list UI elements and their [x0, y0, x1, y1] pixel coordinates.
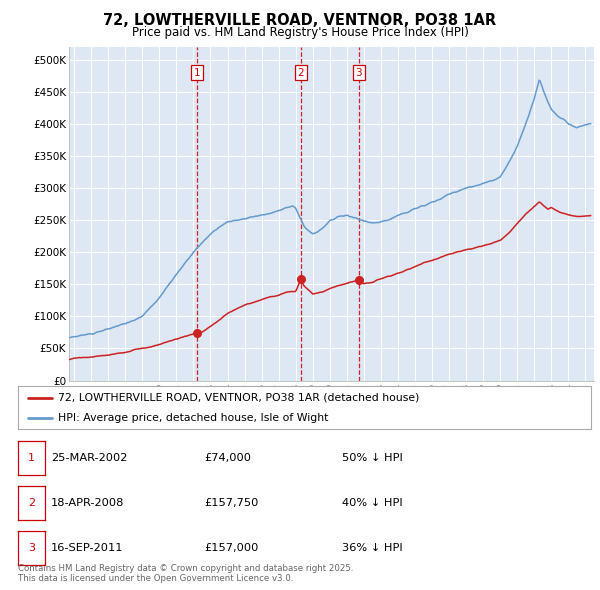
Text: 1: 1 [194, 68, 200, 78]
Text: 1: 1 [28, 453, 35, 463]
Text: £157,000: £157,000 [204, 543, 259, 553]
Text: 36% ↓ HPI: 36% ↓ HPI [342, 543, 403, 553]
Text: 40% ↓ HPI: 40% ↓ HPI [342, 498, 403, 508]
Text: 16-SEP-2011: 16-SEP-2011 [51, 543, 124, 553]
Text: £157,750: £157,750 [204, 498, 259, 508]
Text: 72, LOWTHERVILLE ROAD, VENTNOR, PO38 1AR (detached house): 72, LOWTHERVILLE ROAD, VENTNOR, PO38 1AR… [58, 393, 419, 403]
Text: Contains HM Land Registry data © Crown copyright and database right 2025.
This d: Contains HM Land Registry data © Crown c… [18, 563, 353, 583]
Text: 72, LOWTHERVILLE ROAD, VENTNOR, PO38 1AR: 72, LOWTHERVILLE ROAD, VENTNOR, PO38 1AR [103, 13, 497, 28]
Text: 2: 2 [298, 68, 304, 78]
Text: 2: 2 [28, 498, 35, 508]
Text: 3: 3 [28, 543, 35, 553]
Text: 3: 3 [356, 68, 362, 78]
Text: 50% ↓ HPI: 50% ↓ HPI [342, 453, 403, 463]
Text: £74,000: £74,000 [204, 453, 251, 463]
Text: 25-MAR-2002: 25-MAR-2002 [51, 453, 127, 463]
Text: HPI: Average price, detached house, Isle of Wight: HPI: Average price, detached house, Isle… [58, 414, 328, 423]
Text: 18-APR-2008: 18-APR-2008 [51, 498, 124, 508]
Text: Price paid vs. HM Land Registry's House Price Index (HPI): Price paid vs. HM Land Registry's House … [131, 26, 469, 39]
